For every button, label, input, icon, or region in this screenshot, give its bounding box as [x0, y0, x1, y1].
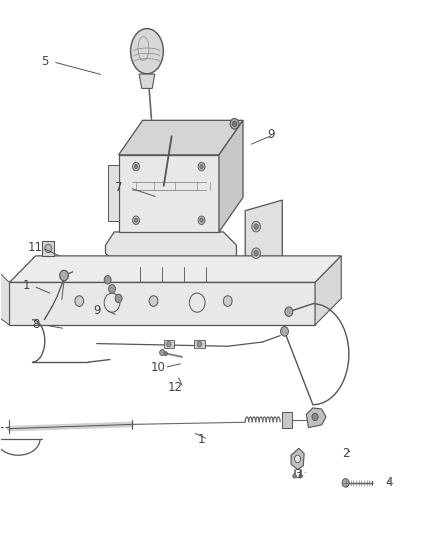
Polygon shape [291, 448, 304, 470]
Circle shape [285, 307, 293, 317]
Text: 9: 9 [268, 128, 275, 141]
Text: 10: 10 [150, 361, 165, 374]
Circle shape [197, 342, 201, 347]
Circle shape [75, 296, 84, 306]
Circle shape [166, 342, 171, 347]
Polygon shape [194, 341, 205, 348]
Text: 8: 8 [32, 319, 39, 332]
Circle shape [252, 221, 261, 232]
Polygon shape [119, 155, 219, 232]
Circle shape [133, 216, 140, 224]
Circle shape [134, 218, 138, 222]
Circle shape [45, 244, 52, 253]
Circle shape [312, 413, 318, 421]
Circle shape [342, 479, 349, 487]
Text: 4: 4 [385, 477, 393, 489]
Circle shape [200, 218, 203, 222]
Polygon shape [42, 241, 54, 256]
Circle shape [233, 121, 237, 126]
Circle shape [198, 216, 205, 224]
Circle shape [109, 285, 116, 293]
Text: 11: 11 [28, 241, 43, 254]
Text: 5: 5 [41, 55, 48, 68]
Circle shape [281, 327, 288, 336]
Polygon shape [163, 341, 174, 348]
Circle shape [189, 293, 205, 312]
Polygon shape [245, 200, 283, 288]
Polygon shape [139, 74, 155, 88]
Polygon shape [245, 272, 295, 301]
Circle shape [60, 270, 68, 281]
Circle shape [254, 224, 258, 229]
Text: 7: 7 [115, 181, 122, 195]
Circle shape [104, 293, 120, 312]
Text: 2: 2 [342, 447, 350, 460]
Polygon shape [219, 120, 243, 232]
Polygon shape [119, 120, 243, 155]
Polygon shape [10, 282, 315, 325]
Polygon shape [0, 272, 10, 325]
Polygon shape [315, 256, 341, 325]
Circle shape [104, 276, 111, 284]
Circle shape [294, 455, 300, 463]
Circle shape [254, 251, 258, 256]
Circle shape [164, 352, 167, 356]
Circle shape [134, 165, 138, 168]
Circle shape [252, 248, 261, 259]
Text: 1: 1 [198, 433, 205, 446]
Polygon shape [10, 256, 341, 282]
Circle shape [149, 296, 158, 306]
Polygon shape [106, 232, 237, 266]
Polygon shape [306, 408, 326, 427]
Polygon shape [108, 165, 119, 221]
Text: 12: 12 [168, 381, 183, 394]
Ellipse shape [131, 29, 163, 74]
Circle shape [299, 474, 302, 478]
Circle shape [230, 118, 239, 129]
Circle shape [133, 163, 140, 171]
Circle shape [293, 474, 296, 478]
Circle shape [115, 294, 122, 303]
Text: 1: 1 [23, 279, 31, 292]
Circle shape [223, 296, 232, 306]
Text: 9: 9 [93, 304, 100, 317]
Circle shape [198, 163, 205, 171]
Circle shape [200, 165, 203, 168]
Circle shape [159, 350, 165, 356]
Polygon shape [283, 411, 292, 427]
Text: 3: 3 [294, 469, 301, 481]
